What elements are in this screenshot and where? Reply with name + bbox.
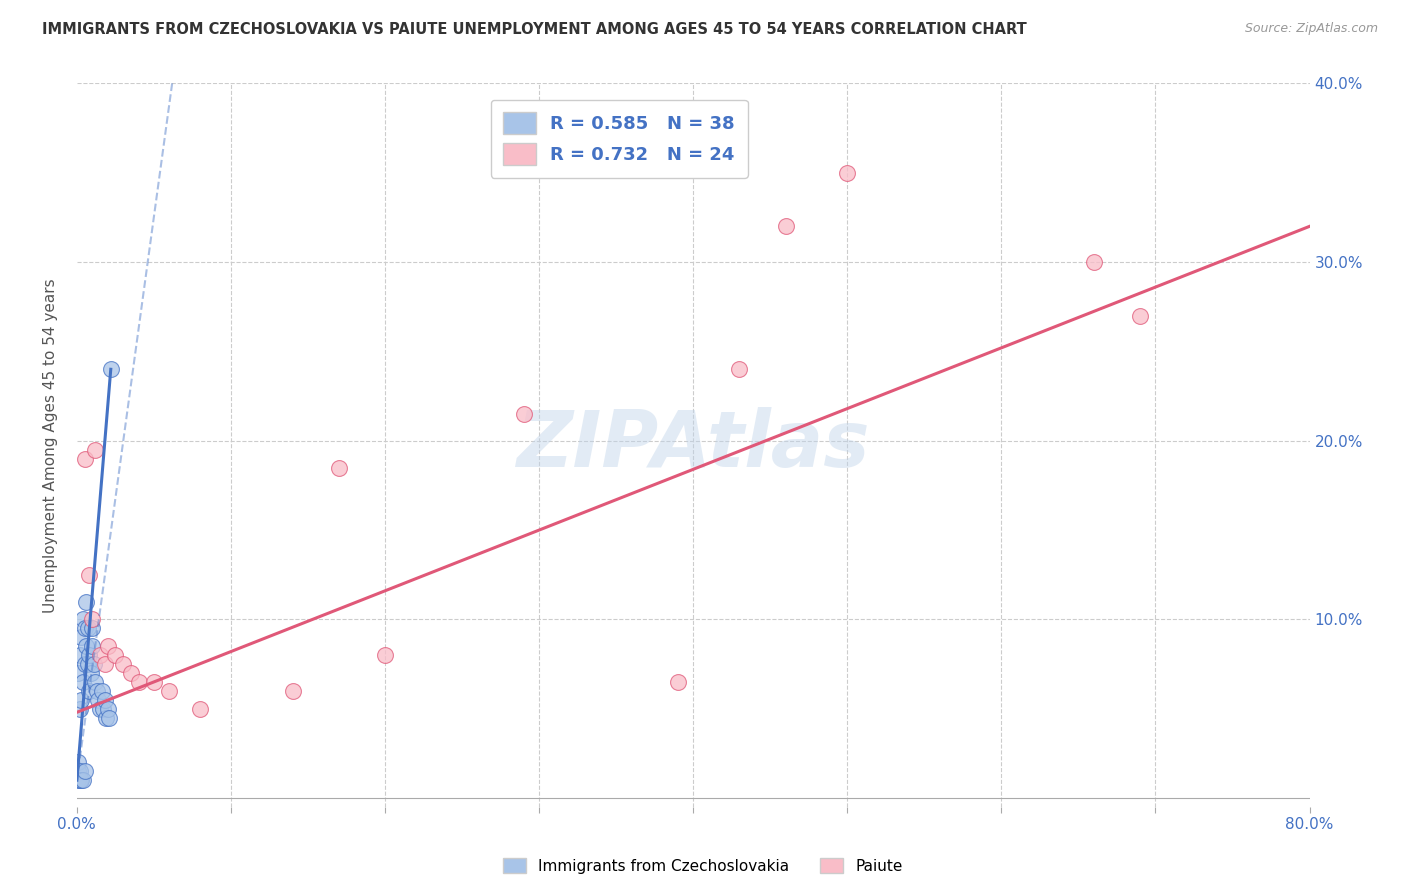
Point	[77, 648, 100, 662]
Point	[93, 657, 115, 671]
Point	[70, 630, 93, 644]
Point	[142, 674, 165, 689]
Point	[80, 665, 103, 680]
Point	[82, 612, 104, 626]
Point	[281, 684, 304, 698]
Point	[89, 648, 111, 662]
Point	[100, 362, 122, 376]
Y-axis label: Unemployment Among Ages 45 to 54 years: Unemployment Among Ages 45 to 54 years	[44, 278, 58, 613]
Point	[104, 648, 127, 662]
Point	[73, 764, 96, 779]
Point	[83, 657, 105, 671]
Point	[76, 657, 98, 671]
Point	[77, 684, 100, 698]
Point	[775, 219, 797, 234]
Point	[374, 648, 396, 662]
Point	[128, 674, 150, 689]
Point	[97, 639, 120, 653]
Point	[120, 665, 142, 680]
Point	[72, 674, 94, 689]
Point	[91, 702, 114, 716]
Point	[728, 362, 751, 376]
Point	[188, 702, 211, 716]
Point	[87, 693, 110, 707]
Point	[89, 702, 111, 716]
Point	[67, 764, 90, 779]
Point	[1083, 255, 1105, 269]
Point	[97, 702, 120, 716]
Point	[1129, 309, 1152, 323]
Point	[837, 166, 859, 180]
Point	[76, 621, 98, 635]
Point	[82, 639, 104, 653]
Point	[72, 773, 94, 788]
Point	[70, 693, 93, 707]
Legend: Immigrants from Czechoslovakia, Paiute: Immigrants from Czechoslovakia, Paiute	[498, 852, 908, 880]
Point	[512, 407, 534, 421]
Point	[69, 764, 91, 779]
Point	[73, 657, 96, 671]
Point	[67, 756, 90, 770]
Point	[86, 684, 108, 698]
Point	[75, 594, 97, 608]
Point	[98, 711, 121, 725]
Point	[666, 674, 689, 689]
Point	[70, 773, 93, 788]
Point	[69, 648, 91, 662]
Point	[73, 621, 96, 635]
Point	[82, 621, 104, 635]
Point	[67, 665, 90, 680]
Point	[157, 684, 180, 698]
Point	[77, 567, 100, 582]
Text: ZIPAtlas: ZIPAtlas	[516, 408, 870, 483]
Point	[69, 702, 91, 716]
Point	[94, 711, 117, 725]
Text: IMMIGRANTS FROM CZECHOSLOVAKIA VS PAIUTE UNEMPLOYMENT AMONG AGES 45 TO 54 YEARS : IMMIGRANTS FROM CZECHOSLOVAKIA VS PAIUTE…	[42, 22, 1026, 37]
Point	[84, 674, 107, 689]
Point	[90, 684, 112, 698]
Point	[84, 442, 107, 457]
Point	[328, 460, 350, 475]
Point	[93, 693, 115, 707]
Point	[75, 639, 97, 653]
Text: Source: ZipAtlas.com: Source: ZipAtlas.com	[1244, 22, 1378, 36]
Point	[112, 657, 135, 671]
Point	[67, 773, 90, 788]
Point	[72, 612, 94, 626]
Point	[73, 451, 96, 466]
Legend: R = 0.585   N = 38, R = 0.732   N = 24: R = 0.585 N = 38, R = 0.732 N = 24	[491, 100, 748, 178]
Point	[69, 773, 91, 788]
